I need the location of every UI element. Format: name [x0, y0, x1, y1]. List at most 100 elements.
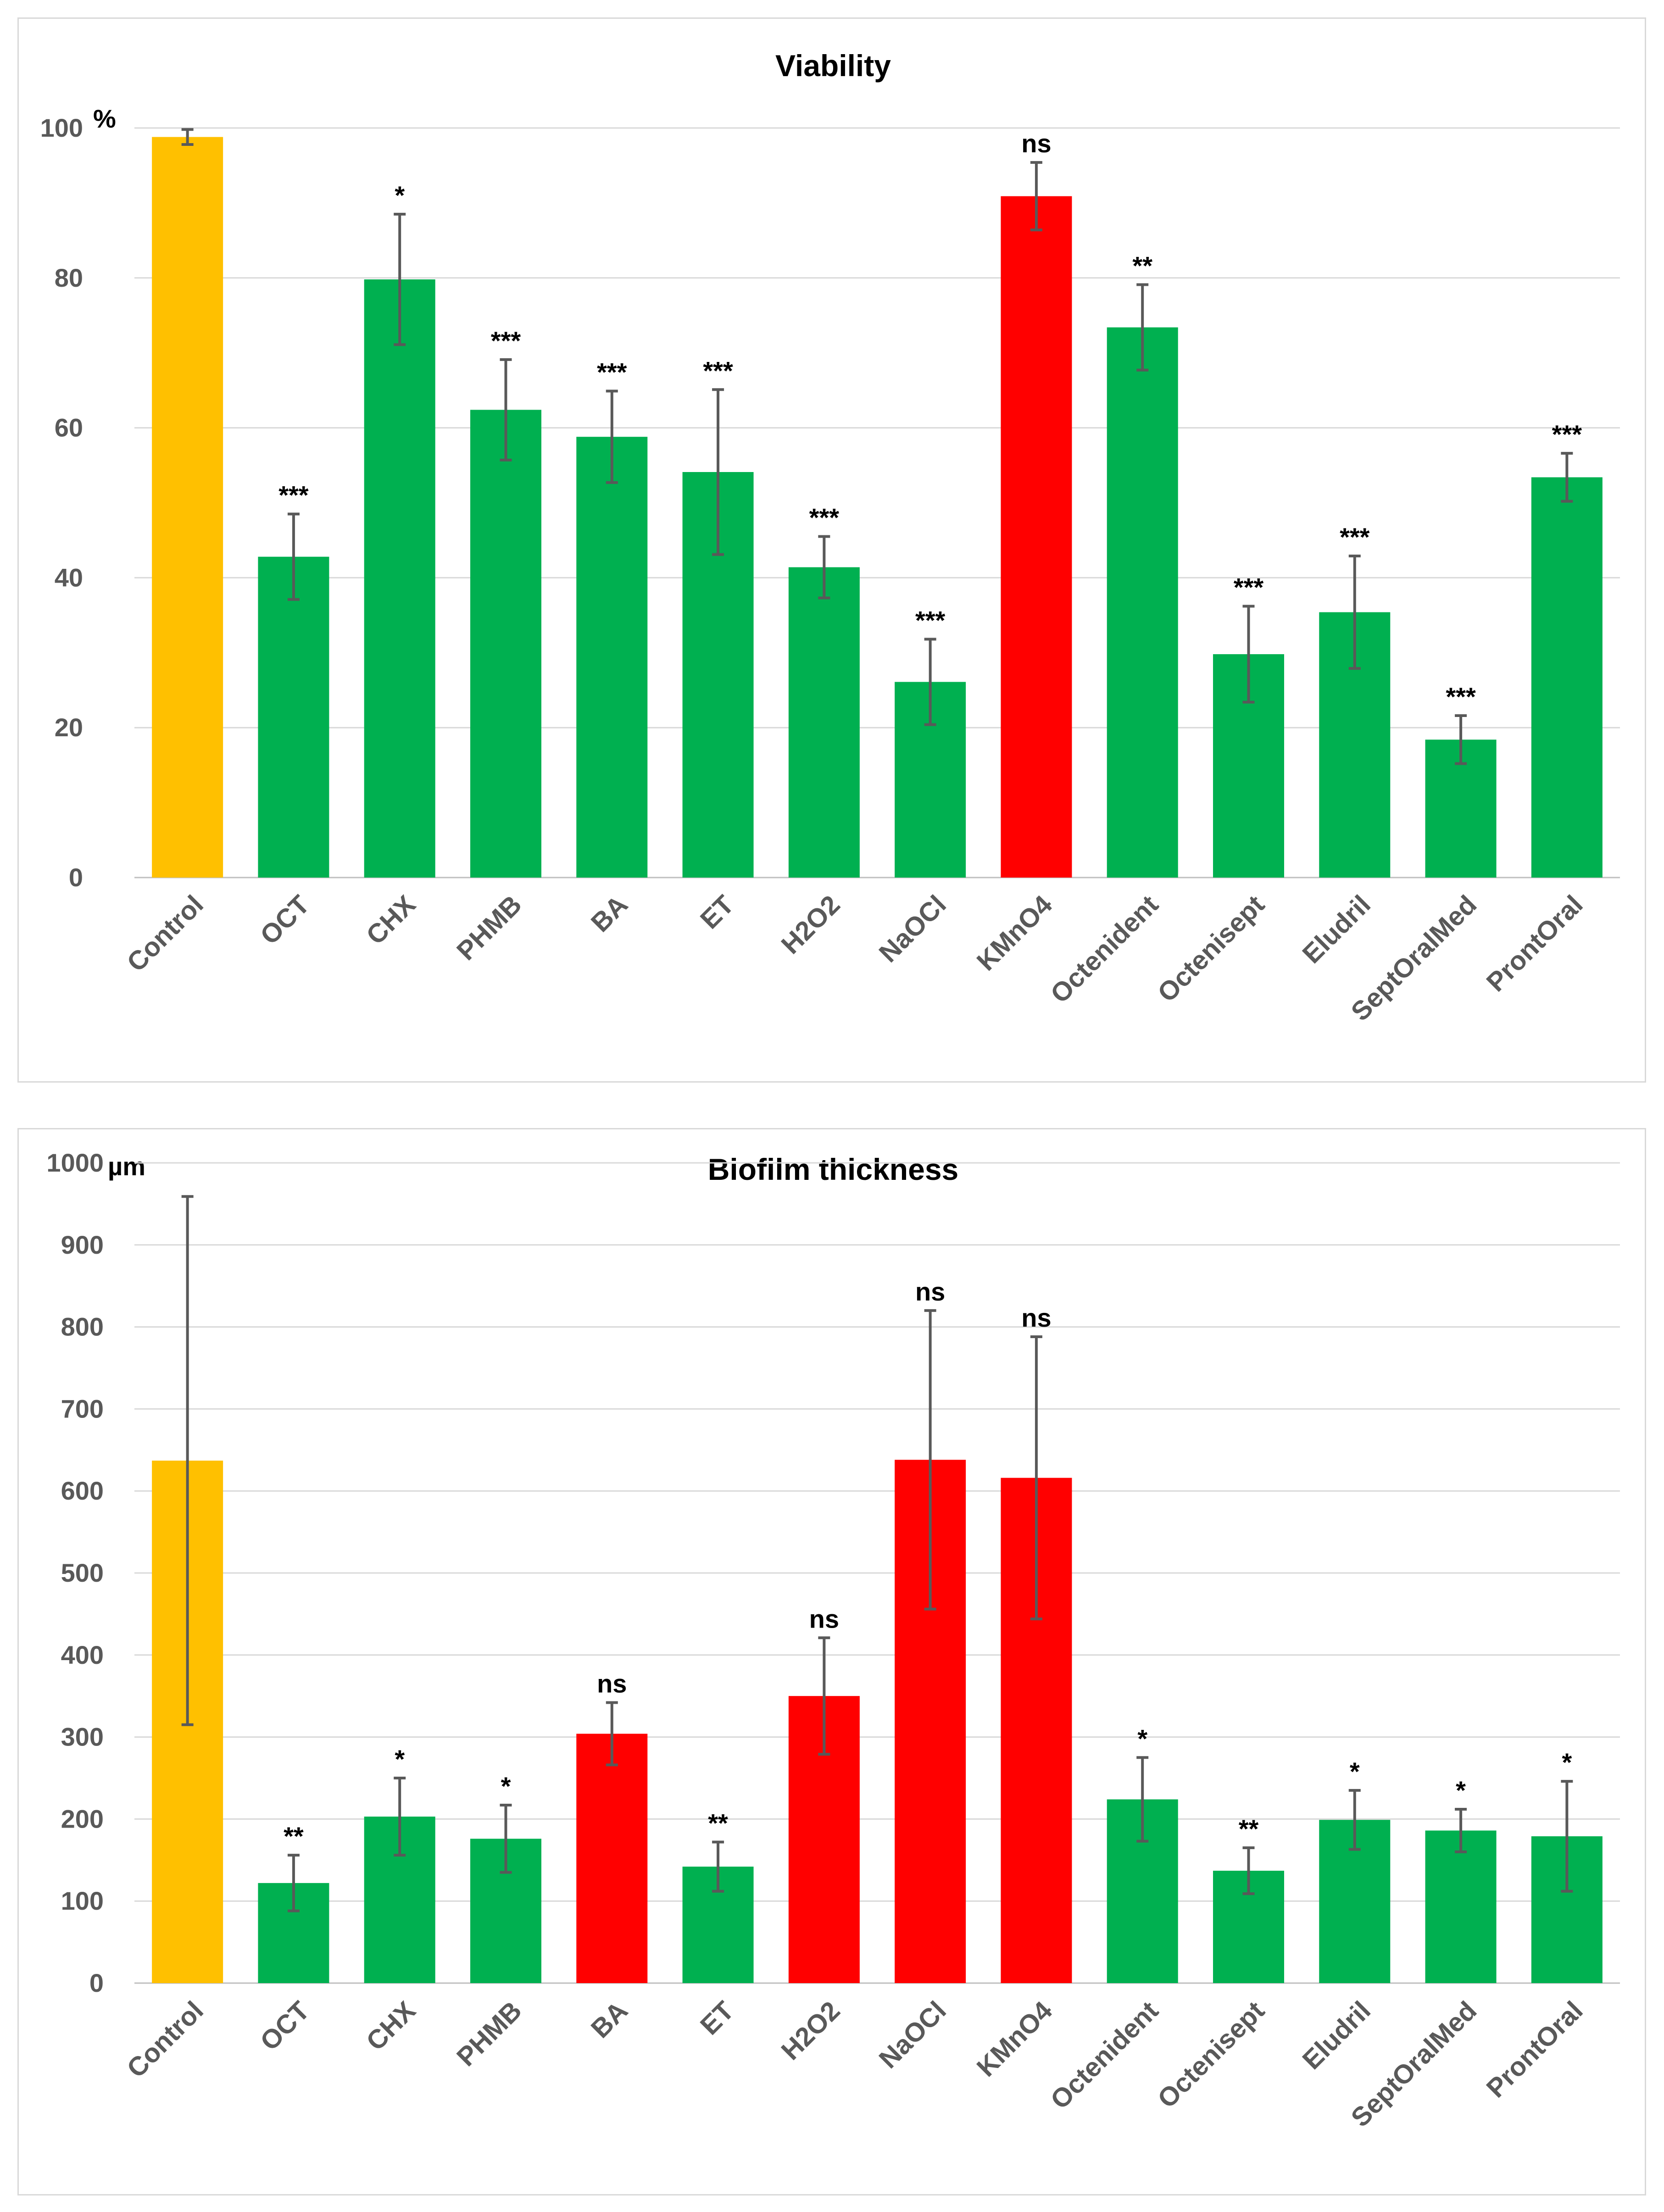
x-tick-label: Eludril [1297, 889, 1376, 969]
error-bar [712, 388, 724, 556]
y-tick-label: 900 [61, 1230, 104, 1259]
significance-label: ns [1021, 1303, 1051, 1332]
x-tick-label: Octenisept [1152, 1995, 1270, 2114]
y-tick-label: 80 [55, 263, 83, 292]
error-bar [500, 358, 512, 461]
viability-chart-panel: Viability % *** * *** *** *** *** *** ns ** *** **… [17, 17, 1646, 1083]
y-tick-label: 1000 [46, 1148, 104, 1177]
error-bar [394, 1777, 406, 1857]
significance-label: ** [284, 1822, 304, 1851]
chart-title: Biofilm thickness [708, 1152, 958, 1186]
error-bar [1136, 283, 1149, 372]
x-tick-label: NaOCl [874, 1995, 952, 2074]
x-tick-label: CHX [361, 889, 422, 950]
error-bar [181, 128, 194, 146]
y-tick-label: 400 [61, 1640, 104, 1669]
error-bar [1561, 1780, 1573, 1893]
error-bar [500, 1804, 512, 1874]
x-tick-label: PHMB [451, 1995, 528, 2072]
significance-label: * [395, 181, 405, 210]
x-tick-label: ET [695, 889, 740, 934]
error-bar [287, 512, 300, 601]
y-tick-label: 500 [61, 1558, 104, 1587]
significance-label: ** [1239, 1814, 1259, 1843]
x-tick-label: Octenisept [1152, 889, 1270, 1008]
bar-control [152, 137, 223, 878]
x-tick-label: Control [121, 889, 209, 978]
x-tick-label: KMnO4 [971, 889, 1058, 977]
x-tick-label: NaOCl [874, 889, 952, 968]
significance-label: ns [915, 1277, 945, 1306]
x-tick-label: ProntOral [1480, 889, 1588, 997]
x-tick-label: OCT [255, 889, 316, 950]
error-bar [1030, 1335, 1042, 1621]
error-bar [1348, 1789, 1361, 1851]
bar-octenident [1107, 327, 1178, 878]
y-tick-label: 0 [69, 863, 83, 892]
significance-label: *** [915, 606, 946, 634]
x-tick-label: Control [121, 1995, 209, 2084]
y-tick-label: 300 [61, 1723, 104, 1751]
bar-phmb [470, 410, 541, 878]
error-bar [1561, 452, 1573, 503]
bar-ba [576, 1734, 648, 1983]
error-bar [606, 389, 618, 484]
significance-label: ns [1021, 129, 1051, 158]
error-bar [818, 1636, 830, 1756]
y-unit-label: % [93, 104, 116, 133]
significance-label: * [395, 1745, 405, 1773]
significance-label: *** [1552, 420, 1582, 449]
bar-kmno4 [1001, 196, 1072, 878]
x-tick-label: H2O2 [775, 1995, 846, 2066]
bar-septoralmed [1425, 1830, 1497, 1983]
x-tick-label: CHX [361, 1995, 422, 2056]
significance-label: *** [703, 356, 733, 385]
error-bar [1136, 1756, 1149, 1843]
bar-prontoral [1531, 477, 1603, 878]
biofilm-thickness-chart-panel: Biofilm thickness µm ** * * ns ** ns ns ns * ** * *… [17, 1128, 1646, 2195]
significance-label: * [1562, 1748, 1572, 1777]
bar-h2o2 [788, 567, 860, 878]
x-tick-label: BA [585, 1995, 634, 2044]
error-bar [1242, 605, 1255, 704]
bar-ba [576, 437, 648, 878]
error-bar [924, 1309, 936, 1611]
error-bar [1455, 714, 1467, 765]
significance-label: * [1456, 1776, 1466, 1805]
error-bar [818, 535, 830, 600]
bar-chx [364, 279, 435, 878]
x-tick-label: PHMB [451, 889, 528, 966]
error-bar [181, 1195, 194, 1726]
significance-label: *** [597, 358, 627, 387]
significance-label: *** [1340, 522, 1370, 551]
significance-label: * [1137, 1724, 1147, 1753]
x-tick-label: Octenident [1045, 889, 1164, 1009]
y-tick-label: 800 [61, 1312, 104, 1341]
x-tick-label: OCT [255, 1995, 316, 2056]
significance-label: ** [708, 1808, 728, 1837]
y-tick-label: 0 [89, 1968, 104, 1997]
significance-label: *** [1446, 682, 1476, 711]
error-bar [1348, 555, 1361, 670]
y-tick-label: 600 [61, 1476, 104, 1505]
y-unit-label: µm [108, 1152, 145, 1181]
chart-title: Viability [775, 49, 891, 83]
error-bar [606, 1701, 618, 1767]
significance-label: ** [1132, 251, 1152, 280]
significance-label: *** [491, 326, 521, 355]
error-bar [1030, 161, 1042, 232]
biofilm-thickness-chart: Biofilm thickness µm ****ns**nsnsns*****… [46, 1148, 1620, 2133]
error-bar [1455, 1807, 1467, 1853]
significance-label: * [501, 1772, 511, 1801]
y-tick-label: 20 [55, 713, 83, 742]
significance-label: ns [597, 1669, 627, 1698]
y-tick-label: 100 [61, 1886, 104, 1915]
error-bar [1242, 1846, 1255, 1895]
x-tick-label: BA [585, 889, 634, 938]
error-bar [712, 1840, 724, 1893]
error-bar [287, 1854, 300, 1912]
significance-label: *** [278, 481, 309, 510]
y-tick-label: 60 [55, 413, 83, 442]
x-tick-label: Eludril [1297, 1995, 1376, 2075]
x-tick-label: ET [695, 1995, 740, 2040]
